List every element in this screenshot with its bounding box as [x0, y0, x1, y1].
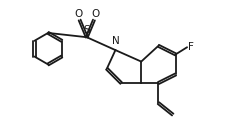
- Text: S: S: [83, 25, 90, 35]
- Text: O: O: [74, 9, 82, 19]
- Text: N: N: [111, 36, 119, 46]
- Text: F: F: [188, 42, 193, 52]
- Text: O: O: [91, 9, 99, 19]
